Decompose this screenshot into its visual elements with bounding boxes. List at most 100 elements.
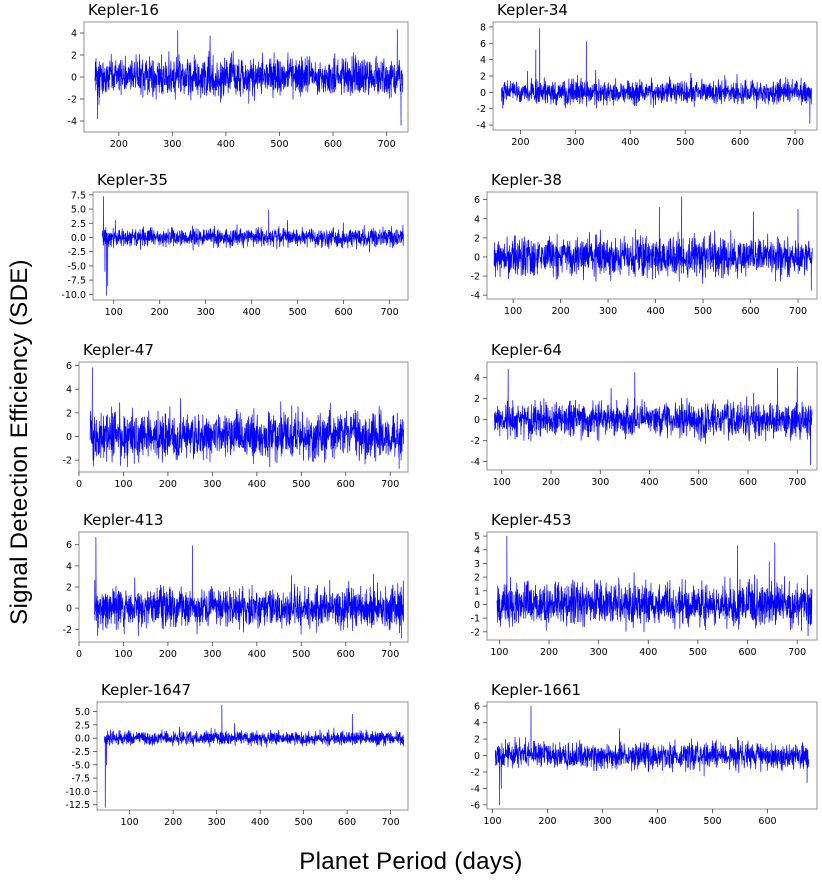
- x-tick-label: 300: [590, 647, 608, 658]
- y-tick-label: 5.0: [75, 707, 90, 718]
- plot-frame: [492, 21, 818, 131]
- series-line: [94, 536, 404, 639]
- x-tick-label: 100: [114, 479, 132, 490]
- x-tick-label: 400: [251, 817, 269, 828]
- y-tick-label: 5: [474, 532, 480, 543]
- x-tick-label: 400: [243, 307, 261, 318]
- panel-title: Kepler-47: [83, 341, 154, 359]
- y-tick-label: 7.5: [71, 190, 86, 201]
- x-tick-label: 200: [511, 137, 529, 148]
- x-tick-label: 400: [648, 816, 666, 827]
- y-tick-label: 2: [474, 573, 480, 584]
- x-tick-label: 400: [248, 479, 266, 490]
- x-tick-label: 200: [164, 817, 182, 828]
- x-tick-label: 200: [159, 479, 177, 490]
- plot-frame: [78, 361, 409, 473]
- y-tick-label: 6: [480, 39, 486, 50]
- y-tick-label: 8: [480, 22, 486, 33]
- x-tick-label: 700: [381, 649, 399, 660]
- x-tick-label: 200: [552, 306, 570, 317]
- x-tick-label: 700: [381, 479, 399, 490]
- x-tick-label: 700: [378, 139, 396, 150]
- y-tick-label: 0: [66, 604, 72, 615]
- x-tick-label: 500: [690, 477, 708, 488]
- y-tick-label: 1: [474, 586, 480, 597]
- panel-title: Kepler-413: [83, 511, 164, 529]
- panel-title: Kepler-16: [88, 1, 159, 19]
- y-tick-label: -12.5: [65, 800, 90, 811]
- y-tick-label: 3: [474, 559, 480, 570]
- panel-title: Kepler-35: [97, 171, 168, 189]
- y-tick-label: 2.5: [75, 720, 90, 731]
- x-tick-label: 100: [490, 647, 508, 658]
- y-tick-label: -7.5: [67, 276, 86, 287]
- series-line: [101, 196, 404, 296]
- y-tick-label: 0: [71, 73, 77, 84]
- x-tick-label: 400: [640, 477, 658, 488]
- y-tick-label: 4: [474, 545, 480, 556]
- series-line: [493, 196, 813, 291]
- x-tick-label: 0: [76, 649, 82, 660]
- series-line: [494, 366, 813, 466]
- y-tick-label: 2: [474, 233, 480, 244]
- x-tick-label: 600: [335, 307, 353, 318]
- x-tick-label: 600: [741, 306, 759, 317]
- y-tick-label: 2: [480, 72, 486, 83]
- y-tick-label: -2.5: [67, 247, 86, 258]
- panel-title: Kepler-64: [491, 341, 562, 359]
- y-tick-label: -1: [471, 614, 480, 625]
- x-tick-label: 100: [483, 816, 501, 827]
- series-line: [494, 705, 810, 806]
- x-tick-label: 500: [292, 649, 310, 660]
- panel-kepler-413: Kepler-413 -2 0 2 4 6 0 100 200 300 400 500 600 700: [63, 511, 409, 660]
- x-tick-label: 600: [337, 649, 355, 660]
- y-tick-label: -4: [477, 121, 486, 132]
- x-tick-label: 100: [504, 306, 522, 317]
- x-tick-label: 100: [105, 307, 123, 318]
- x-tick-label: 500: [689, 647, 707, 658]
- x-tick-label: 600: [739, 477, 757, 488]
- y-tick-label: -4: [471, 291, 480, 302]
- y-tick-label: -2: [68, 95, 77, 106]
- plot-frame: [486, 531, 818, 641]
- y-tick-label: 4: [480, 55, 486, 66]
- y-tick-label: -10.0: [61, 290, 86, 301]
- y-tick-label: -6: [471, 800, 480, 811]
- y-tick-label: -4: [68, 117, 77, 128]
- x-tick-label: 300: [566, 137, 584, 148]
- x-tick-label: 500: [289, 307, 307, 318]
- x-tick-label: 500: [292, 479, 310, 490]
- x-tick-label: 200: [542, 477, 560, 488]
- x-axis-label: Planet Period (days): [299, 848, 523, 875]
- y-tick-label: 0: [474, 751, 480, 762]
- series-line: [500, 28, 812, 124]
- y-tick-label: -2: [471, 272, 480, 283]
- y-tick-label: 0: [474, 600, 480, 611]
- y-tick-label: 2.5: [71, 219, 86, 230]
- y-tick-label: -4: [471, 457, 480, 468]
- series-line: [94, 29, 403, 126]
- y-tick-label: -2: [63, 456, 72, 467]
- x-tick-label: 300: [599, 306, 617, 317]
- panel-kepler-64: Kepler-64 -4 -2 0 2 4 100 200 300 400 500 600 700: [471, 341, 818, 488]
- y-tick-label: 4: [474, 373, 480, 384]
- y-tick-label: 5.0: [71, 205, 86, 216]
- y-tick-label: -10.0: [65, 787, 90, 798]
- x-tick-label: 400: [621, 137, 639, 148]
- y-tick-label: -2: [471, 627, 480, 638]
- plot-frame: [92, 191, 409, 301]
- x-tick-label: 400: [217, 139, 235, 150]
- y-tick-label: 4: [474, 718, 480, 729]
- y-tick-label: 4: [66, 561, 72, 572]
- y-tick-label: 2: [71, 51, 77, 62]
- x-tick-label: 700: [382, 817, 400, 828]
- x-tick-label: 300: [208, 817, 226, 828]
- y-tick-label: 6: [66, 540, 72, 551]
- panel-title: Kepler-1661: [491, 681, 581, 699]
- plot-frame: [96, 701, 409, 811]
- y-tick-label: 2: [474, 735, 480, 746]
- y-tick-label: 2: [474, 394, 480, 405]
- panel-title: Kepler-1647: [101, 681, 191, 699]
- y-tick-label: 0: [66, 432, 72, 443]
- panel-kepler-38: Kepler-38 -4 -2 0 2 4 6 100 200 300 400 500 600 700: [471, 171, 818, 317]
